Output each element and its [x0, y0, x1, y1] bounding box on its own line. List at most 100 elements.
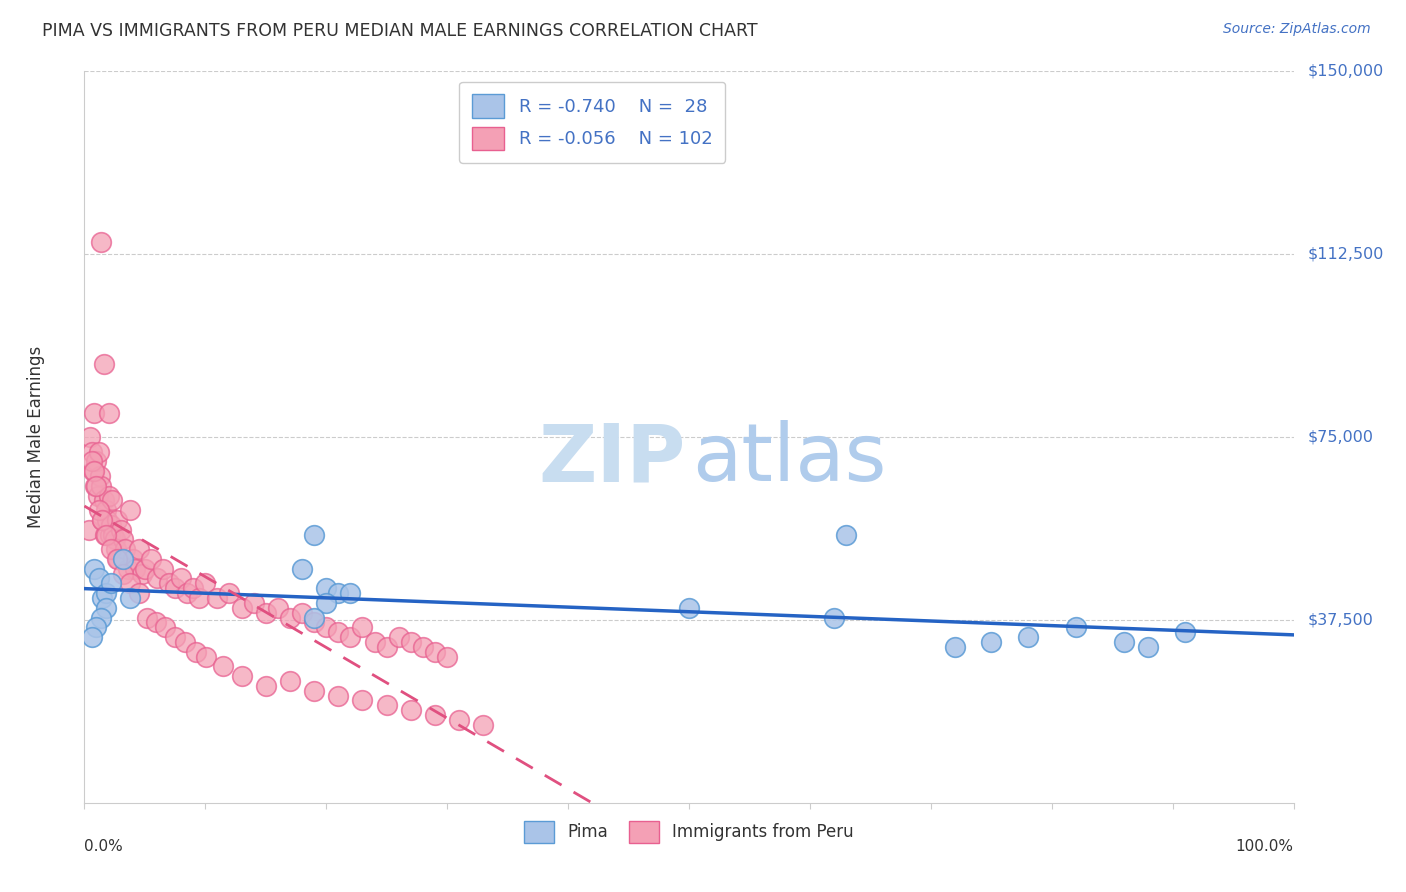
Point [188, 591, 211, 605]
Point [278, 673, 301, 688]
Point [100, 517, 122, 532]
Point [423, 708, 446, 723]
Point [105, 552, 128, 566]
Point [943, 640, 966, 654]
Point [375, 698, 398, 713]
Point [83, 562, 105, 576]
Point [165, 630, 187, 644]
Point [1137, 640, 1160, 654]
Point [90, 235, 112, 249]
Point [90, 479, 112, 493]
Point [173, 635, 195, 649]
Point [94, 527, 117, 541]
Point [101, 493, 124, 508]
Point [315, 596, 337, 610]
Point [120, 591, 142, 605]
Point [94, 527, 117, 541]
Text: Median Male Earnings: Median Male Earnings [27, 346, 45, 528]
Point [207, 591, 229, 605]
Point [254, 606, 277, 620]
Point [105, 513, 128, 527]
Text: Source: ZipAtlas.com: Source: ZipAtlas.com [1223, 22, 1371, 37]
Point [128, 586, 150, 600]
Point [302, 683, 325, 698]
Point [412, 640, 434, 654]
Point [80, 444, 103, 458]
Point [96, 513, 118, 527]
Point [399, 635, 422, 649]
Point [112, 552, 135, 566]
Point [91, 591, 114, 605]
Point [254, 679, 277, 693]
Point [124, 562, 146, 576]
Point [339, 630, 361, 644]
Point [375, 640, 398, 654]
Point [278, 610, 301, 624]
Point [77, 523, 100, 537]
Point [120, 503, 142, 517]
Point [103, 527, 125, 541]
Point [145, 615, 167, 630]
Point [120, 576, 142, 591]
Point [165, 581, 187, 595]
Point [328, 586, 350, 600]
Point [136, 610, 159, 624]
Point [97, 489, 120, 503]
Point [80, 454, 103, 468]
Point [363, 635, 385, 649]
Point [315, 581, 337, 595]
Text: atlas: atlas [693, 420, 887, 498]
Point [436, 649, 458, 664]
Point [328, 625, 350, 640]
Point [107, 552, 129, 566]
Text: $75,000: $75,000 [1308, 430, 1374, 444]
Point [823, 610, 845, 624]
Point [98, 527, 121, 541]
Text: 0.0%: 0.0% [84, 839, 124, 855]
Point [86, 620, 108, 634]
Point [97, 406, 120, 420]
Point [1064, 620, 1087, 634]
Text: 100.0%: 100.0% [1236, 839, 1294, 855]
Point [82, 464, 104, 478]
Point [114, 542, 136, 557]
Point [267, 600, 290, 615]
Point [89, 469, 111, 483]
Point [117, 562, 139, 576]
Point [87, 444, 110, 458]
Point [1017, 630, 1039, 644]
Point [91, 513, 114, 527]
Point [100, 542, 122, 557]
Point [93, 493, 115, 508]
Point [79, 430, 101, 444]
Point [339, 586, 361, 600]
Point [146, 572, 169, 586]
Point [139, 552, 162, 566]
Point [128, 542, 150, 557]
Point [194, 576, 217, 591]
Point [315, 620, 337, 634]
Point [94, 586, 117, 600]
Legend: Pima, Immigrants from Peru: Pima, Immigrants from Peru [517, 814, 860, 849]
Point [835, 527, 858, 541]
Point [328, 689, 350, 703]
Point [302, 615, 325, 630]
Point [302, 527, 325, 541]
Point [110, 523, 132, 537]
Point [423, 645, 446, 659]
Point [291, 606, 314, 620]
Text: ZIP: ZIP [538, 420, 685, 498]
Point [1174, 625, 1197, 640]
Point [112, 566, 135, 581]
Point [86, 479, 108, 493]
Point [104, 542, 127, 557]
Point [87, 572, 110, 586]
Point [449, 713, 471, 727]
Point [131, 566, 153, 581]
Point [176, 586, 198, 600]
Point [181, 581, 204, 595]
Point [195, 649, 218, 664]
Point [302, 610, 325, 624]
Text: PIMA VS IMMIGRANTS FROM PERU MEDIAN MALE EARNINGS CORRELATION CHART: PIMA VS IMMIGRANTS FROM PERU MEDIAN MALE… [42, 22, 758, 40]
Point [134, 562, 156, 576]
